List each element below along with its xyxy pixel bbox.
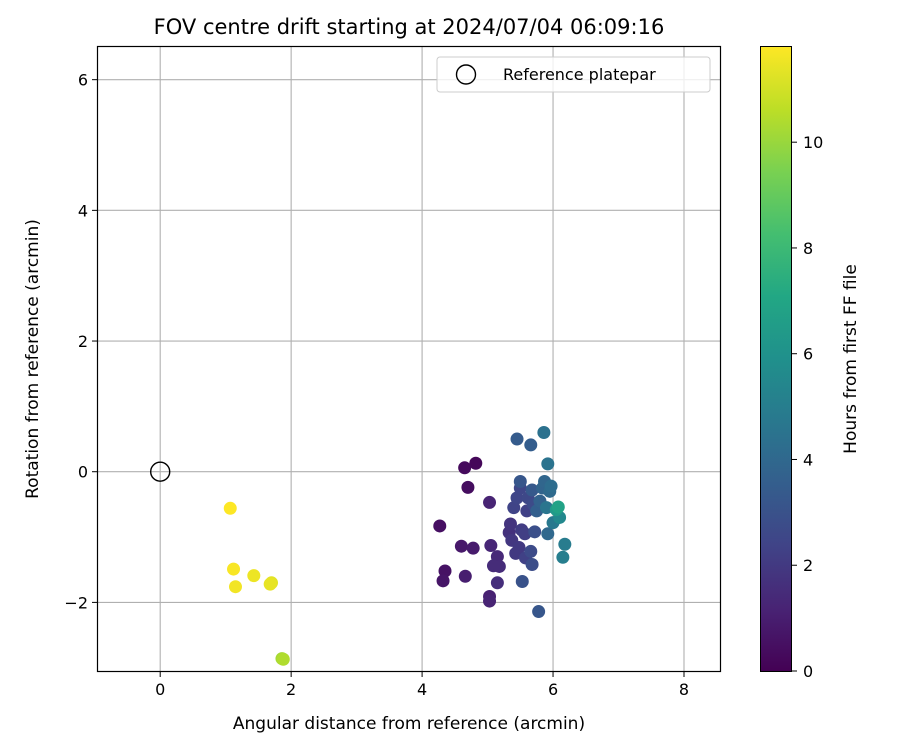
scatter-point xyxy=(263,577,277,591)
chart-title: FOV centre drift starting at 2024/07/04 … xyxy=(154,15,665,39)
colorbar-tick-label: 8 xyxy=(803,239,813,258)
grid-lines xyxy=(98,47,720,671)
colorbar-label: Hours from first FF file xyxy=(841,264,861,454)
scatter-point xyxy=(503,517,517,531)
scatter-point xyxy=(461,480,475,494)
y-tick-label: 6 xyxy=(78,71,88,90)
x-tick-label: 6 xyxy=(548,680,558,699)
scatter-point xyxy=(484,539,498,553)
y-tick-label: 2 xyxy=(78,332,88,351)
scatter-point xyxy=(512,541,526,555)
scatter-point xyxy=(458,461,472,475)
colorbar-tick-label: 10 xyxy=(803,133,823,152)
scatter-point xyxy=(556,550,570,564)
plot-frame xyxy=(96,45,722,673)
scatter-point xyxy=(227,562,241,576)
scatter-point xyxy=(551,500,565,514)
scatter-point xyxy=(438,564,452,578)
reference-marker xyxy=(149,461,171,482)
scatter-point xyxy=(524,544,538,558)
legend-label: Reference platepar xyxy=(503,65,656,84)
scatter-point xyxy=(223,501,237,515)
scatter-point xyxy=(537,426,551,440)
scatter-point xyxy=(490,576,504,590)
x-tick-label: 4 xyxy=(417,680,427,699)
scatter-point xyxy=(466,541,480,555)
scatter-point xyxy=(525,557,539,571)
scatter-point xyxy=(228,580,242,594)
scatter-point xyxy=(541,457,555,471)
scatter-point xyxy=(528,525,542,539)
scatter-point xyxy=(558,537,572,551)
scatter-point xyxy=(518,527,532,541)
colorbar-tick-label: 0 xyxy=(803,662,813,681)
legend: Reference platepar xyxy=(436,56,711,93)
scatter-point xyxy=(544,479,558,493)
scatter-points xyxy=(223,426,572,666)
scatter-point xyxy=(510,432,524,446)
scatter-point xyxy=(507,501,521,515)
x-tick-label: 8 xyxy=(679,680,689,699)
scatter-point xyxy=(492,559,506,573)
scatter-point xyxy=(436,574,450,588)
colorbar-tick-label: 2 xyxy=(803,556,813,575)
scatter-point xyxy=(524,438,538,452)
colorbar-tick-label: 6 xyxy=(803,345,813,364)
scatter-point xyxy=(454,539,468,553)
x-tick-label: 2 xyxy=(286,680,296,699)
scatter-point xyxy=(458,569,472,583)
scatter-point xyxy=(515,574,529,588)
colorbar xyxy=(760,46,792,672)
x-tick-label: 0 xyxy=(155,680,165,699)
scatter-point xyxy=(510,491,524,505)
legend-marker xyxy=(455,64,477,85)
scatter-point xyxy=(532,605,546,619)
scatter-point xyxy=(469,456,483,470)
y-axis-ticks: −2 0 2 4 6 xyxy=(64,71,98,612)
scatter-point xyxy=(530,504,544,518)
scatter-point xyxy=(483,594,497,608)
y-tick-label: 0 xyxy=(78,463,88,482)
scatter-point xyxy=(513,475,527,489)
scatter-point xyxy=(539,501,553,515)
x-axis-label: Angular distance from reference (arcmin) xyxy=(233,714,585,734)
y-tick-label: −2 xyxy=(64,593,88,612)
colorbar-ticks: 0 2 4 6 8 10 xyxy=(791,133,823,681)
colorbar-tick-label: 4 xyxy=(803,450,813,469)
y-tick-label: 4 xyxy=(78,201,88,220)
scatter-point xyxy=(247,569,261,583)
legend-box xyxy=(436,56,711,93)
reference-platepar-point xyxy=(149,461,171,482)
scatter-point xyxy=(276,652,290,666)
y-axis-label: Rotation from reference (arcmin) xyxy=(23,219,43,499)
scatter-point xyxy=(433,519,447,533)
scatter-point xyxy=(483,495,497,509)
scatter-point xyxy=(541,527,555,541)
x-axis-ticks: 0 2 4 6 8 xyxy=(155,671,689,699)
scatter-point xyxy=(525,483,539,497)
